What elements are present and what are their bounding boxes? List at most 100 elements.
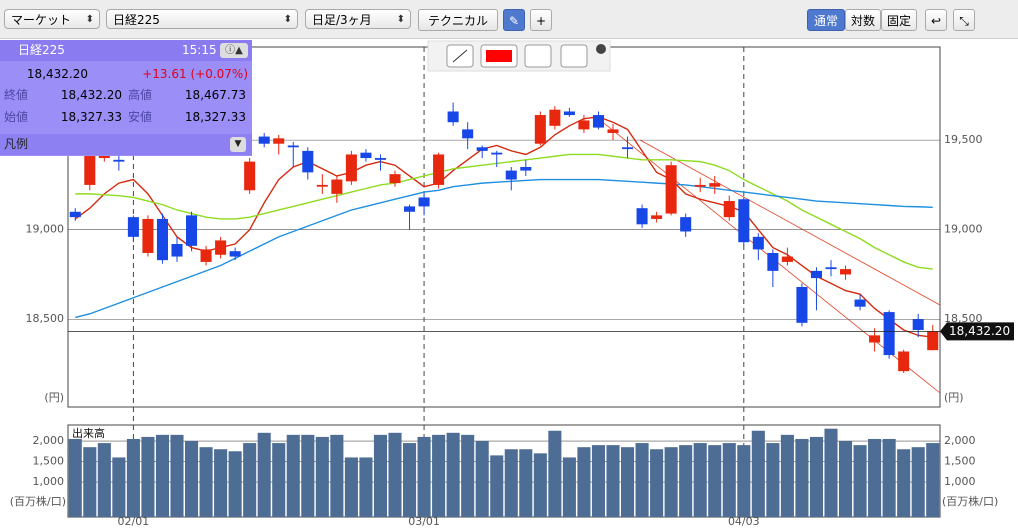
candle-body: [244, 161, 256, 191]
scale-fixed[interactable]: 固定: [881, 9, 917, 31]
volume-bar: [417, 436, 431, 517]
volume-bar: [199, 447, 213, 517]
volume-bar: [926, 443, 940, 517]
volume-bar: [897, 449, 911, 517]
candle-body: [127, 217, 139, 237]
crosshair-button[interactable]: +: [530, 9, 552, 31]
panel-toggle[interactable]: ⓘ▲: [220, 43, 248, 58]
candle-body: [738, 199, 750, 243]
candle-body: [912, 319, 924, 330]
x-tick-label: 02/01: [118, 515, 150, 528]
y-tick-label: 1,000: [33, 475, 65, 488]
candle-body: [360, 152, 372, 159]
candle-body: [883, 312, 895, 356]
x-tick-label: 03/01: [408, 515, 440, 528]
scale-normal[interactable]: 通常: [807, 9, 845, 31]
candle-body: [156, 218, 168, 261]
last-price-tag: [940, 322, 1014, 341]
unit-label-right: (百万株/口): [942, 494, 998, 508]
moving-average: [75, 153, 933, 270]
volume-bar: [112, 457, 126, 517]
candle-body: [215, 240, 227, 255]
panel-legend-row: 凡例 ▼: [0, 134, 252, 155]
candle-body: [563, 111, 575, 116]
candle-body: [316, 184, 328, 187]
volume-bar: [650, 449, 664, 517]
volume-bar: [577, 447, 591, 517]
candle-body: [200, 249, 212, 262]
technical-button[interactable]: テクニカル: [418, 9, 498, 31]
volume-bar: [402, 443, 417, 517]
candle-body: [665, 165, 677, 214]
volume-bar: [475, 441, 489, 517]
candle-body: [273, 138, 285, 144]
candle-body: [840, 269, 852, 275]
y-tick-label: 2,000: [33, 434, 65, 447]
panel-header: 日経225 15:15 ⓘ▲: [0, 40, 252, 61]
candle-body: [476, 147, 488, 151]
candle-body: [345, 154, 357, 182]
volume-bar: [606, 445, 620, 517]
volume-bar: [548, 430, 562, 517]
volume-bar: [286, 434, 300, 517]
volume-bar: [911, 447, 925, 517]
volume-bar: [155, 434, 170, 517]
volume-bar: [737, 445, 751, 517]
panel-label: 始値: [4, 110, 29, 124]
undo-button[interactable]: ↩: [925, 9, 947, 31]
candle-body: [113, 159, 125, 162]
panel-label: 安値: [128, 110, 153, 124]
candle-body: [258, 136, 270, 144]
volume-bar: [809, 436, 824, 517]
panel-value: 18,327.33: [184, 110, 246, 124]
volume-bar: [882, 438, 896, 517]
panel-time: 15:15: [182, 43, 217, 57]
symbol-select[interactable]: 日経225: [106, 9, 298, 30]
volume-bar: [83, 447, 97, 517]
period-select[interactable]: 日足/3ヶ月: [305, 9, 411, 30]
candle-body: [549, 109, 561, 126]
candle-body: [534, 115, 546, 144]
candle-body: [287, 145, 299, 148]
draw-button[interactable]: ✎: [503, 9, 525, 31]
candle-body: [651, 215, 663, 219]
x-tick-label: 04/03: [728, 515, 760, 528]
panel-symbol: 日経225: [18, 43, 65, 57]
candle-body: [331, 179, 343, 194]
candle-body: [694, 184, 706, 187]
volume-bar: [330, 434, 344, 517]
candle-body: [447, 111, 459, 123]
shrink-button[interactable]: ⤡: [953, 9, 975, 31]
volume-bar: [359, 457, 373, 517]
delete-tool[interactable]: [524, 44, 552, 68]
close-tools[interactable]: [596, 44, 606, 54]
panel-label: 高値: [128, 88, 153, 102]
volume-bar: [795, 438, 809, 517]
candle-body: [869, 335, 881, 343]
y-tick-label-right: 18,500: [944, 312, 983, 325]
legend-toggle[interactable]: ▼: [230, 137, 246, 152]
panel-legend[interactable]: 凡例: [4, 137, 29, 151]
scale-log[interactable]: 対数: [845, 9, 881, 31]
unit-label: (百万株/口): [10, 494, 66, 508]
info-panel: 日経225 15:15 ⓘ▲ 18,432.20 +13.61 (+0.07%)…: [0, 40, 252, 156]
candle-body: [825, 267, 837, 270]
candle-body: [491, 152, 503, 155]
candle-body: [171, 244, 183, 257]
volume-bar: [214, 449, 228, 517]
candle-body: [186, 215, 198, 246]
volume-bar: [272, 443, 286, 517]
candle-body: [592, 115, 604, 128]
erase-tool[interactable]: [560, 44, 588, 68]
market-select[interactable]: マーケット: [4, 9, 100, 30]
candle-body: [810, 270, 822, 279]
chart: 18,50018,50019,00019,00019,50019,50002/0…: [10, 40, 1014, 528]
panel-price-row: 18,432.20 +13.61 (+0.07%): [0, 64, 252, 85]
volume-bar: [315, 436, 329, 517]
volume-bar: [97, 443, 111, 517]
y-tick-label: 18,500: [26, 312, 65, 325]
candle-body: [578, 120, 590, 130]
candle-body: [767, 252, 779, 271]
volume-bar: [126, 438, 140, 517]
panel-row: 終値 18,432.20 高値 18,467.73: [0, 85, 252, 106]
